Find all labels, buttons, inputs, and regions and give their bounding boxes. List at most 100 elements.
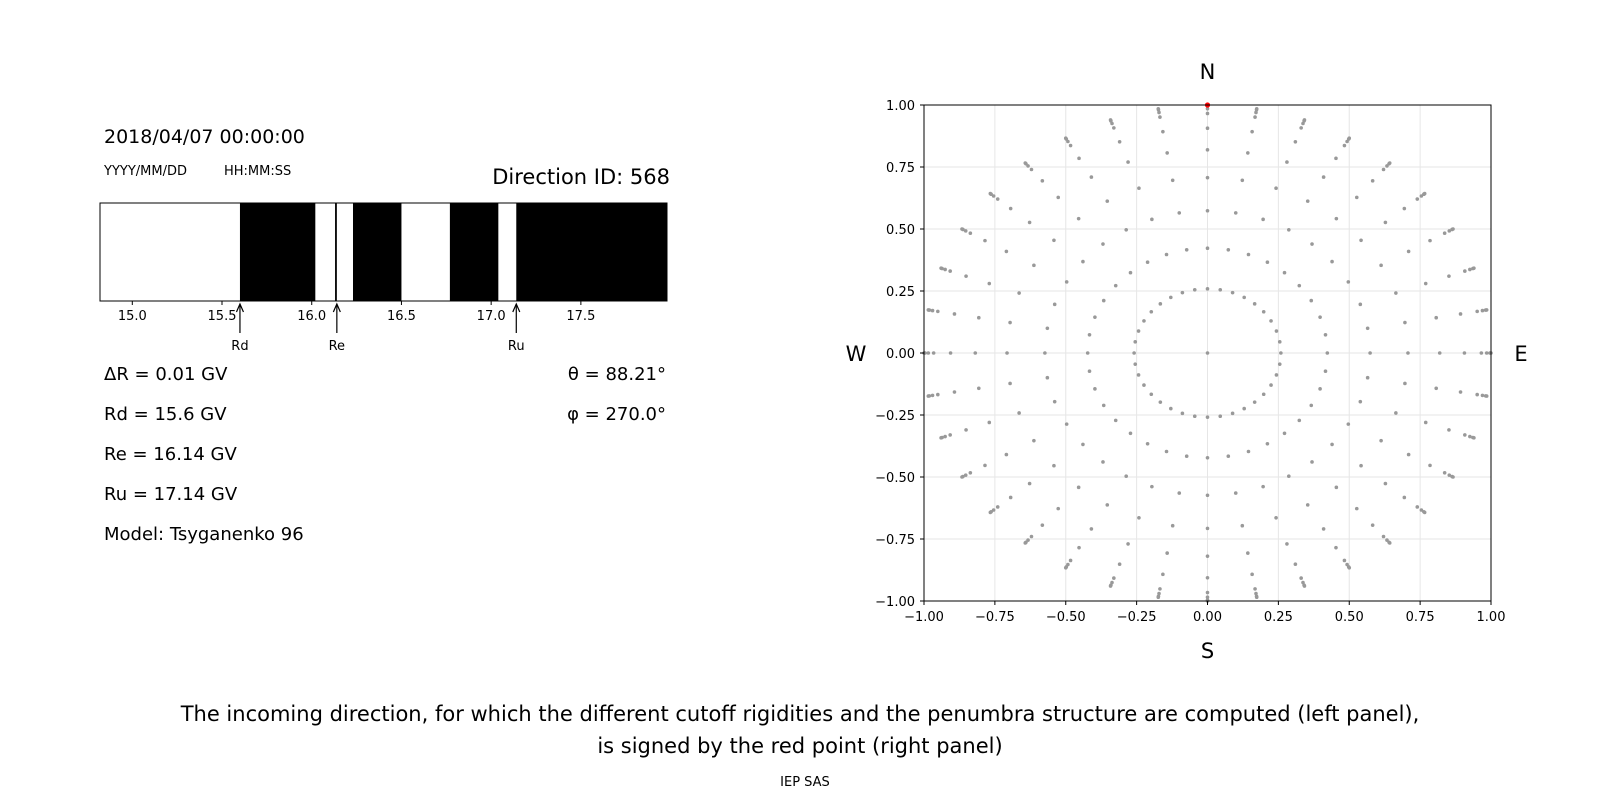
compass-west-label: W: [846, 342, 867, 366]
scatter-point: [1261, 217, 1265, 222]
scatter-point: [1253, 587, 1257, 591]
scatter-point: [930, 393, 935, 398]
scatter-point: [1381, 167, 1386, 172]
scatter-point: [1347, 136, 1352, 141]
scatter-point: [963, 473, 968, 477]
scatter-point: [1261, 484, 1265, 489]
scatter-point: [1156, 106, 1161, 111]
scatter-point: [1358, 399, 1363, 404]
scatter-point: [1323, 333, 1328, 337]
scatter-point: [1253, 115, 1257, 119]
scatter-point: [1246, 449, 1251, 454]
scatter-point: [1052, 463, 1056, 468]
scatter-point: [1040, 179, 1045, 183]
scatter-point: [964, 428, 968, 432]
scatter-point: [1226, 454, 1231, 459]
scatter-point: [1242, 406, 1246, 411]
scatter-point: [1406, 249, 1411, 254]
scatter-point: [1305, 199, 1310, 203]
scatter-point: [1117, 562, 1122, 567]
scatter-point: [1240, 178, 1245, 183]
scatter-point: [1368, 351, 1372, 355]
scatter-point: [1447, 428, 1451, 432]
scatter-point: [1156, 595, 1161, 600]
scatter-point: [948, 351, 953, 355]
scatter-point: [1394, 411, 1398, 415]
scatter-point: [1354, 195, 1359, 200]
scatter-point: [1451, 227, 1455, 231]
scatter-point: [1423, 281, 1428, 286]
scatter-point: [973, 351, 978, 355]
scatter-point: [1246, 252, 1251, 257]
caption-line-2: is signed by the red point (right panel): [597, 734, 1003, 758]
scatter-point: [1052, 238, 1056, 243]
scatter-point: [964, 274, 968, 278]
scatter-point: [1205, 106, 1210, 111]
scatter-point: [1415, 505, 1420, 509]
scatter-point: [1230, 411, 1235, 416]
scatter-point: [976, 315, 981, 320]
scatter-point: [1479, 351, 1484, 355]
scatter-point: [1480, 393, 1485, 398]
scatter-point: [943, 267, 947, 272]
scatter-point: [1056, 506, 1061, 511]
scatter-point: [1023, 161, 1028, 165]
scatter-point: [931, 351, 936, 355]
scatter-x-tick-label: 0.50: [1335, 610, 1364, 625]
scatter-point: [1285, 160, 1289, 164]
scatter-point: [1113, 283, 1118, 288]
scatter-point: [1428, 238, 1432, 243]
scatter-point: [1254, 591, 1258, 596]
penumbra-frame: [99, 202, 668, 302]
scatter-point: [1383, 220, 1388, 225]
scatter-point: [960, 475, 964, 479]
penumbra-x-tick-label: 17.0: [477, 309, 506, 324]
scatter-y-tick-label: 0.75: [886, 161, 915, 176]
penumbra-x-tick-label: 16.0: [297, 309, 326, 324]
scatter-point: [1157, 591, 1161, 596]
scatter-point: [1287, 474, 1291, 478]
scatter-point: [1117, 139, 1122, 144]
scatter-point: [1205, 287, 1210, 291]
scatter-point: [991, 194, 996, 198]
scatter-point: [948, 433, 952, 437]
scatter-point: [1334, 216, 1339, 221]
scatter-point: [1381, 534, 1386, 539]
scatter-point: [1128, 431, 1133, 436]
scatter-point: [1112, 126, 1116, 130]
scatter-point: [1419, 508, 1424, 512]
scatter-point: [1218, 414, 1223, 419]
scatter-point: [936, 309, 940, 314]
scatter-point: [1101, 460, 1105, 464]
scatter-point: [1064, 280, 1069, 284]
scatter-point: [1112, 576, 1116, 580]
scatter-x-tick-label: −0.25: [1117, 610, 1157, 625]
delta-r-value: ΔR = 0.01 GV: [104, 364, 228, 385]
scatter-point: [1254, 106, 1259, 111]
scatter-point: [1387, 161, 1392, 165]
scatter-point: [983, 463, 987, 468]
penumbra-forbidden-band: [516, 203, 667, 301]
scatter-point: [1370, 179, 1375, 183]
scatter-point: [1027, 220, 1032, 225]
re-value: Re = 16.14 GV: [104, 444, 237, 465]
scatter-point: [1419, 194, 1424, 198]
scatter-point: [1161, 572, 1165, 577]
scatter-point: [1472, 266, 1476, 270]
scatter-point: [1379, 438, 1383, 443]
scatter-y-tick-label: 0.25: [886, 285, 915, 300]
penumbra-marker-arrow-head: [512, 302, 521, 313]
scatter-point: [1113, 418, 1118, 423]
scatter-point: [1277, 362, 1282, 366]
scatter-point: [948, 269, 952, 273]
scatter-point: [1165, 551, 1169, 555]
scatter-point: [952, 390, 957, 394]
scatter-point: [1233, 491, 1238, 495]
scatter-point: [1342, 143, 1347, 148]
scatter-point: [939, 436, 943, 440]
scatter-point: [1017, 411, 1021, 415]
scatter-point: [936, 392, 940, 397]
scatter-point: [1305, 503, 1310, 507]
scatter-point: [1279, 351, 1283, 355]
scatter-point: [926, 308, 931, 312]
